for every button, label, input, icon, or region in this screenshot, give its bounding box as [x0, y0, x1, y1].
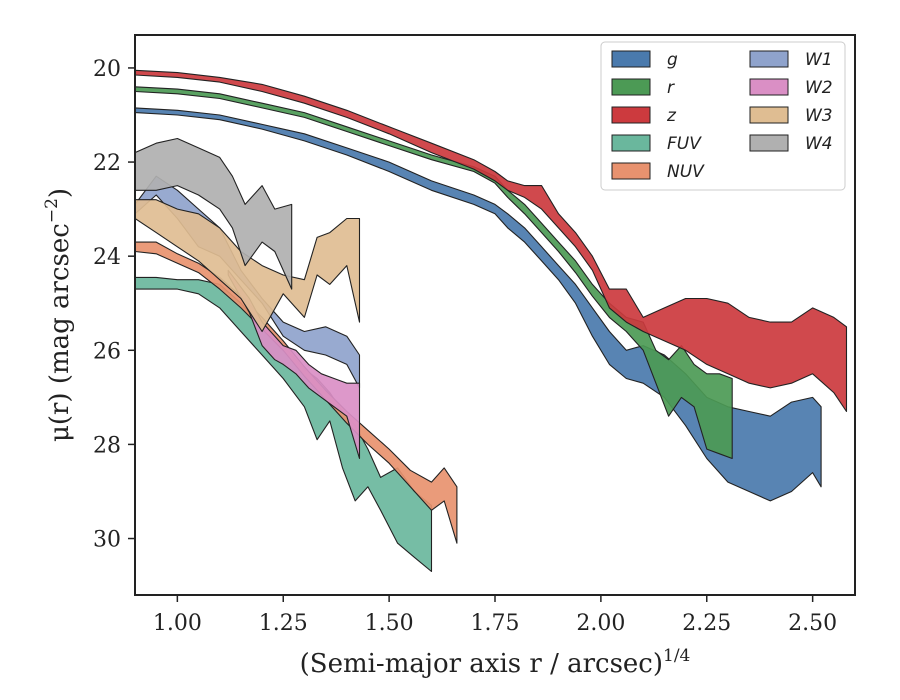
legend-label-w2: W2	[805, 78, 833, 98]
series-areas	[135, 69, 848, 573]
x-axis: 1.00 1.25 1.50 1.75 2.00 2.25 2.50	[153, 595, 837, 636]
y-tick-label: 24	[93, 245, 121, 270]
legend-label-w1: W1	[805, 50, 833, 70]
legend-swatch-w1	[749, 50, 789, 68]
legend-label-fuv: FUV	[667, 134, 702, 154]
x-tick-label: 1.75	[471, 611, 520, 636]
y-axis: 20 22 24 26 28 30	[93, 57, 135, 553]
legend-label-g: g	[667, 50, 678, 70]
y-tick-label: 22	[93, 151, 121, 176]
y-tick-label: 26	[93, 339, 121, 364]
legend-label-w4: W4	[805, 134, 833, 154]
y-axis-label: μ(r) (mag arcsec−2)	[42, 188, 75, 442]
legend-swatch-w3	[749, 106, 789, 124]
y-tick-label: 20	[93, 57, 121, 82]
legend-swatch-w4	[749, 134, 789, 152]
y-tick-label: 30	[93, 528, 121, 553]
series-area-g	[135, 107, 822, 502]
legend-swatch-nuv	[611, 162, 651, 180]
legend-swatch-g	[611, 50, 651, 68]
series-area-w2	[227, 269, 361, 460]
legend-swatch-z	[611, 106, 651, 124]
x-tick-label: 2.00	[576, 611, 625, 636]
x-tick-label: 1.25	[259, 611, 308, 636]
legend-swatch-fuv	[611, 134, 651, 152]
y-tick-label: 28	[93, 433, 121, 458]
legend-label-w3: W3	[805, 106, 833, 126]
legend-swatch-w2	[749, 78, 789, 96]
series-area-z	[135, 69, 848, 413]
x-axis-label: (Semi-major axis r / arcsec)1/4	[300, 646, 691, 679]
series-area-w4	[135, 137, 293, 290]
legend-swatch-r	[611, 78, 651, 96]
x-tick-label: 1.00	[153, 611, 202, 636]
legend-label-r: r	[667, 78, 675, 98]
x-tick-label: 2.50	[788, 611, 837, 636]
legend-label-nuv: NUV	[667, 162, 705, 182]
x-tick-label: 2.25	[682, 611, 731, 636]
legend-label-z: z	[666, 106, 677, 126]
legend: grz FUV NUV W1 W2 W3 W4	[600, 41, 846, 191]
x-tick-label: 1.50	[365, 611, 414, 636]
series-area-w3	[135, 199, 361, 333]
